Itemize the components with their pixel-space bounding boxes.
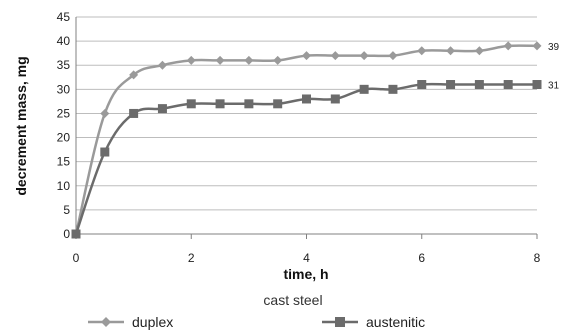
data-point-duplex (186, 55, 196, 65)
y-tick-label: 20 (57, 131, 71, 145)
legend-marker-austenitic (335, 317, 345, 327)
x-tick-label: 6 (418, 251, 425, 265)
x-tick-label: 8 (534, 251, 541, 265)
x-tick-labels: 0 2 4 6 8 (73, 251, 541, 265)
data-point-austenitic (157, 104, 167, 114)
data-point-austenitic (446, 80, 456, 90)
data-point-austenitic (388, 84, 398, 94)
x-tick-label: 2 (188, 251, 195, 265)
data-point-duplex (244, 55, 254, 65)
data-point-austenitic (330, 94, 340, 104)
series-line-austenitic (74, 82, 537, 235)
data-point-austenitic (503, 80, 513, 90)
legend-item-austenitic: austenitic (322, 314, 425, 330)
data-point-austenitic (129, 108, 139, 118)
data-point-duplex (330, 51, 340, 61)
y-tick-label: 5 (63, 203, 70, 217)
data-point-austenitic (474, 80, 484, 90)
data-point-austenitic (186, 99, 196, 109)
data-point-duplex (446, 46, 456, 56)
legend-title: cast steel (263, 292, 322, 308)
data-point-duplex (532, 41, 542, 51)
y-tick-label: 15 (57, 155, 71, 169)
x-tick-label: 4 (303, 251, 310, 265)
series-line-duplex (74, 44, 538, 235)
y-tick-label: 0 (63, 227, 70, 241)
y-axis-title: decrement mass, mg (13, 56, 29, 195)
x-axis-title: time, h (283, 266, 328, 282)
gridlines (76, 16, 537, 211)
legend-label-austenitic: austenitic (366, 314, 425, 330)
data-point-duplex (100, 108, 110, 118)
legend: duplex austenitic (88, 314, 425, 330)
data-point-duplex (359, 51, 369, 61)
data-point-duplex (474, 46, 484, 56)
data-point-duplex (157, 60, 167, 70)
y-tick-labels: 0 5 10 15 20 25 30 35 40 45 (57, 10, 71, 241)
y-tick-label: 35 (57, 58, 71, 72)
legend-item-duplex: duplex (88, 314, 173, 330)
data-point-duplex (417, 46, 427, 56)
data-point-austenitic (359, 84, 369, 94)
legend-marker-duplex (101, 317, 111, 327)
data-point-austenitic (100, 147, 110, 157)
legend-label-duplex: duplex (132, 314, 173, 330)
end-label-austenitic: 31 (548, 81, 560, 92)
data-point-austenitic (417, 80, 427, 90)
y-tick-label: 45 (57, 10, 71, 24)
data-point-duplex (388, 51, 398, 61)
data-point-austenitic (273, 99, 283, 109)
y-tick-label: 30 (57, 82, 71, 96)
y-tick-label: 40 (57, 34, 71, 48)
series-markers (71, 41, 542, 239)
data-point-duplex (503, 41, 513, 51)
series-lines (74, 44, 538, 235)
data-point-duplex (302, 51, 311, 61)
data-point-austenitic (244, 99, 254, 109)
data-point-duplex (273, 55, 283, 65)
data-point-austenitic (302, 94, 311, 104)
end-label-duplex: 39 (548, 42, 560, 53)
data-point-duplex (129, 70, 139, 80)
y-tick-label: 10 (57, 179, 71, 193)
y-tick-label: 25 (57, 106, 71, 120)
data-point-austenitic (215, 99, 225, 109)
x-tick-label: 0 (73, 251, 80, 265)
end-labels: 39 31 (548, 42, 560, 92)
data-point-austenitic (71, 229, 81, 239)
data-point-austenitic (532, 80, 542, 90)
data-point-duplex (215, 55, 225, 65)
